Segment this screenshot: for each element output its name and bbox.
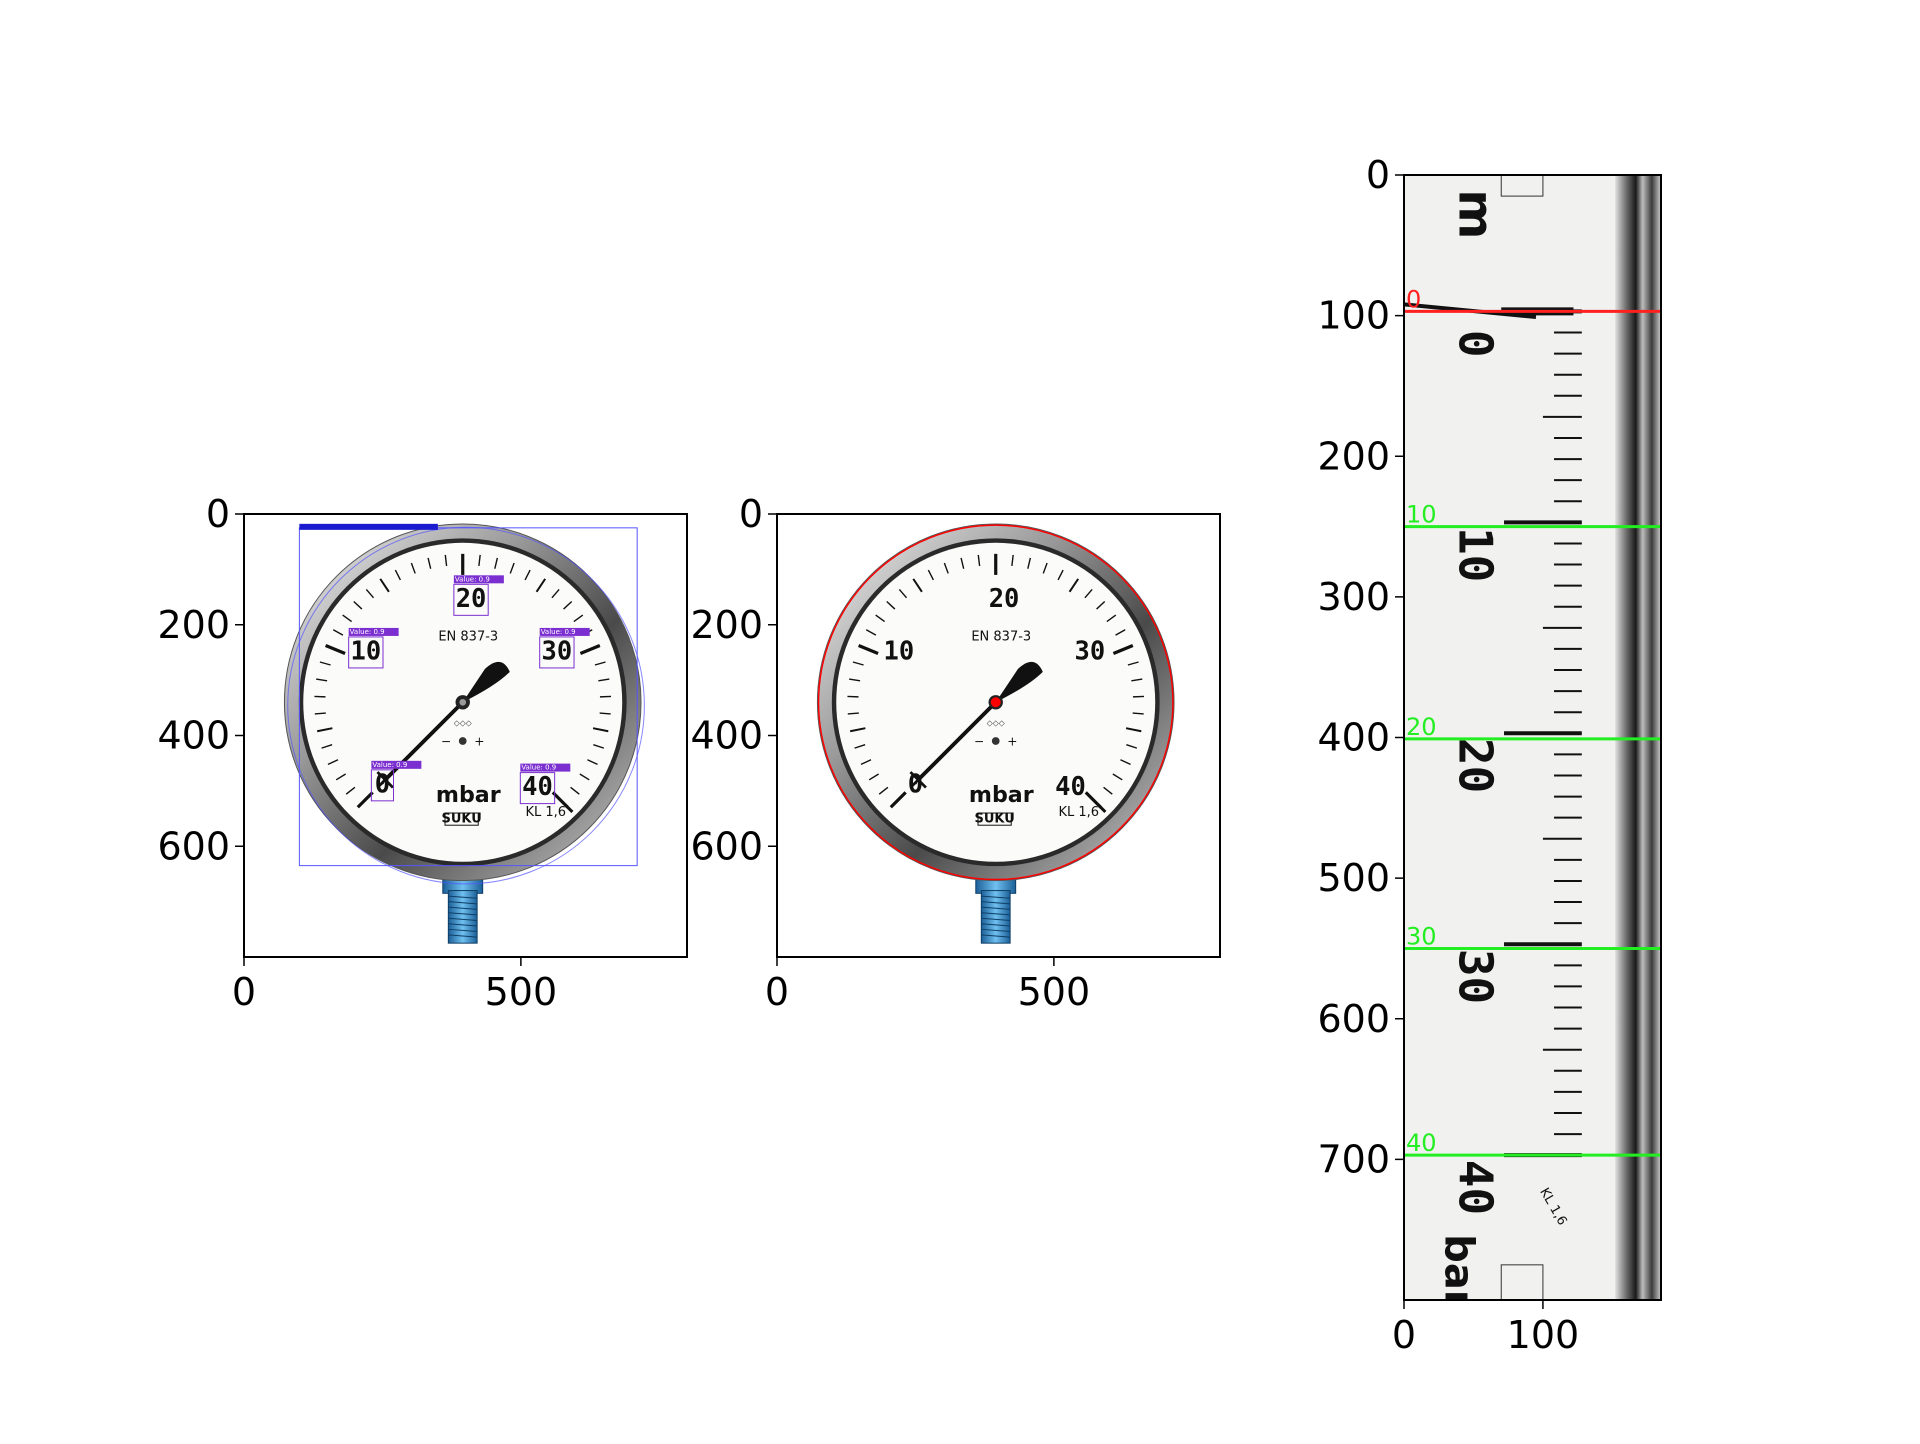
- dial-number: 40: [522, 772, 553, 802]
- y-tick-label: 500: [1317, 856, 1390, 900]
- x-tick-label: 500: [485, 970, 558, 1014]
- strip-unit-fragment: m: [1448, 189, 1504, 239]
- scale-line-label-0: 0: [1406, 285, 1421, 313]
- y-tick-label: 200: [1317, 434, 1390, 478]
- dial-tick: [315, 713, 326, 714]
- dial-number: 40: [1055, 772, 1086, 802]
- y-tick-label: 300: [1317, 575, 1390, 619]
- y-tick-label: 400: [157, 714, 230, 758]
- gauge-title-bar: [299, 524, 437, 530]
- fitted-center: [991, 697, 1001, 707]
- strip-number: 40: [1449, 1160, 1503, 1215]
- dial-tick: [1133, 713, 1144, 714]
- x-tick-label: 100: [1507, 1313, 1580, 1357]
- detection-tag-40: Value: 0.9: [521, 764, 556, 772]
- strip-number: 30: [1449, 949, 1503, 1004]
- x-tick-label: 0: [765, 970, 789, 1014]
- strip-number: 0: [1449, 330, 1503, 358]
- dial-number: 30: [1075, 636, 1106, 666]
- scale-line-label-40: 40: [1406, 1129, 1437, 1157]
- plus-sign: +: [1007, 734, 1017, 748]
- y-tick-label: 200: [690, 603, 763, 647]
- minus-sign: −: [441, 734, 451, 748]
- detection-tag-0: Value: 0.9: [372, 761, 407, 769]
- adjust-dot: [459, 737, 467, 745]
- panel-detections: 0 10 20 30 40 EN 837-3 mbar KL 1,6 SUKU − +◇◇◇ Val…: [157, 492, 687, 1014]
- y-tick-label: 600: [1317, 997, 1390, 1041]
- dial-number: 20: [989, 584, 1020, 614]
- dial-standard: EN 837-3: [438, 629, 498, 644]
- x-tick-label: 0: [1392, 1313, 1416, 1357]
- y-tick-label: 600: [690, 824, 763, 868]
- y-tick-label: 400: [1317, 716, 1390, 760]
- brand-logo: SUKU: [441, 811, 481, 826]
- dial-tick: [600, 713, 611, 714]
- y-tick-label: 0: [206, 492, 230, 536]
- dial-number: 30: [542, 636, 573, 666]
- dial-unit: mbar: [436, 782, 501, 808]
- strip-number: 20: [1449, 738, 1503, 793]
- hub-cap: [459, 699, 466, 706]
- diamond-icons: ◇◇◇: [454, 719, 472, 728]
- dial-class: KL 1,6: [1059, 805, 1100, 820]
- adjust-dot: [992, 737, 1000, 745]
- x-tick-label: 0: [232, 970, 256, 1014]
- dial-tick: [848, 713, 859, 714]
- y-tick-label: 700: [1317, 1137, 1390, 1181]
- detection-tag-20: Value: 0.9: [455, 575, 490, 583]
- brand-logo: SUKU: [974, 811, 1014, 826]
- strip-unit-fragment: bar: [1436, 1234, 1482, 1310]
- dial-number: 10: [883, 636, 914, 666]
- detection-tag-10: Value: 0.9: [350, 628, 385, 636]
- dial-number: 10: [350, 636, 381, 666]
- strip-number: 10: [1449, 527, 1503, 582]
- y-tick-label: 600: [157, 824, 230, 868]
- dial-class: KL 1,6: [526, 805, 567, 820]
- detection-tag-30: Value: 0.9: [541, 628, 576, 636]
- panel-circle-fit: 0 10 20 30 40 EN 837-3 mbar KL 1,6 SUKU − +◇◇◇ 0 50…: [690, 492, 1220, 1014]
- y-tick-label: 400: [690, 714, 763, 758]
- x-tick-label: 500: [1018, 970, 1091, 1014]
- scale-line-label-20: 20: [1406, 713, 1437, 741]
- y-tick-label: 0: [1366, 153, 1390, 197]
- dial-standard: EN 837-3: [971, 629, 1031, 644]
- dial-unit: mbar: [969, 782, 1034, 808]
- diamond-icons: ◇◇◇: [987, 719, 1005, 728]
- y-tick-label: 200: [157, 603, 230, 647]
- y-tick-label: 100: [1317, 294, 1390, 338]
- scale-line-label-10: 10: [1406, 501, 1437, 529]
- dial-number: 20: [456, 584, 487, 614]
- minus-sign: −: [974, 734, 984, 748]
- scale-line-label-30: 30: [1406, 922, 1437, 950]
- y-tick-label: 0: [739, 492, 763, 536]
- plus-sign: +: [474, 734, 484, 748]
